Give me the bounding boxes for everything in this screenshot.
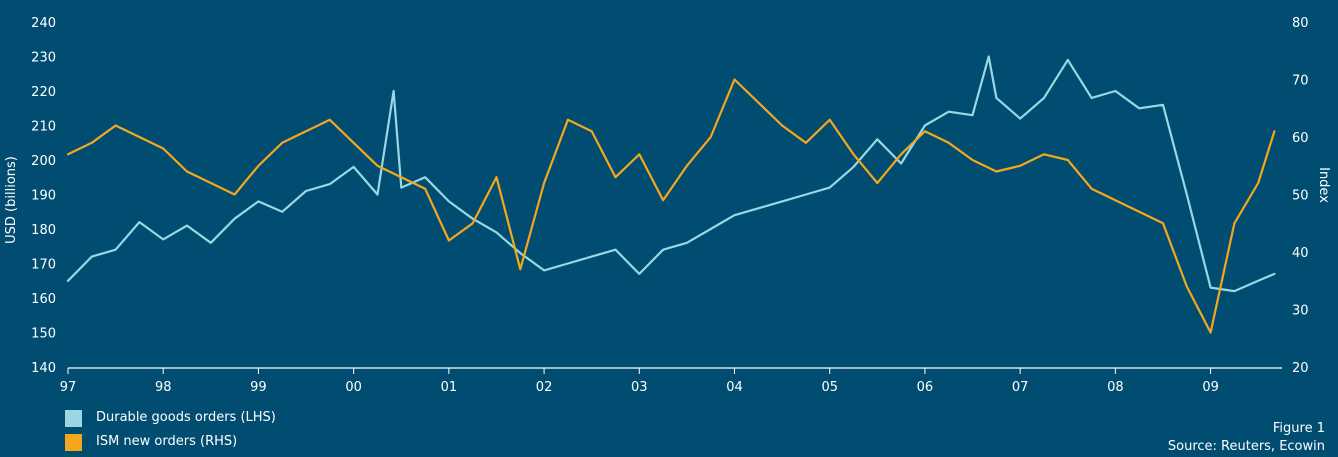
y-left-tick-label: 170 <box>31 258 56 273</box>
x-tick-label: 03 <box>631 380 648 395</box>
y-left-tick-label: 140 <box>31 361 56 376</box>
x-tick-label: 98 <box>155 380 172 395</box>
y-right-tick-label: 40 <box>1292 246 1309 261</box>
legend-item-durable: Durable goods orders (LHS) <box>65 406 276 430</box>
y-left-tick-label: 240 <box>31 16 56 31</box>
y-left-tick-label: 210 <box>31 120 56 135</box>
figure-caption: Figure 1 Source: Reuters, Ecowin <box>1168 420 1325 456</box>
x-tick-label: 01 <box>441 380 458 395</box>
y-right-tick-label: 70 <box>1292 74 1309 89</box>
x-tick-label: 06 <box>917 380 934 395</box>
x-tick-label: 04 <box>726 380 743 395</box>
x-tick-label: 05 <box>821 380 838 395</box>
x-tick-label: 08 <box>1107 380 1124 395</box>
x-tick-label: 99 <box>250 380 267 395</box>
left-axis: 140 150 160 170 180 190 200 210 220 230 240 <box>31 16 56 376</box>
y-left-tick-label: 220 <box>31 85 56 100</box>
y-left-tick-label: 230 <box>31 51 56 66</box>
y-left-tick-label: 200 <box>31 154 56 169</box>
y-left-tick-label: 150 <box>31 327 56 342</box>
y-left-tick-label: 180 <box>31 223 56 238</box>
y-right-tick-label: 50 <box>1292 189 1309 204</box>
legend: Durable goods orders (LHS) ISM new order… <box>65 406 276 454</box>
y-axis-right-label: Index <box>1316 167 1331 203</box>
source-note: Source: Reuters, Ecowin <box>1167 439 1325 454</box>
y-right-tick-label: 60 <box>1292 131 1309 146</box>
legend-swatch-durable <box>65 409 82 427</box>
x-tick-label: 00 <box>345 380 362 395</box>
y-left-tick-label: 190 <box>31 189 56 204</box>
series-line-ism-new-orders <box>66 78 1276 334</box>
legend-swatch-ism <box>65 433 82 451</box>
y-axis-left-label: USD (billions) <box>4 156 19 244</box>
y-right-tick-label: 20 <box>1292 361 1309 376</box>
series-group <box>66 55 1276 334</box>
figure-label: Figure 1 <box>1272 421 1325 436</box>
x-tick-label: 07 <box>1012 380 1029 395</box>
x-axis: 97 98 99 00 01 02 03 04 05 06 07 08 09 <box>60 367 1282 395</box>
y-left-tick-label: 160 <box>31 292 56 307</box>
legend-item-ism: ISM new orders (RHS) <box>65 430 276 454</box>
x-tick-label: 02 <box>536 380 553 395</box>
series-line-durable-goods <box>66 55 1276 293</box>
x-tick-label: 09 <box>1202 380 1219 395</box>
legend-label-durable: Durable goods orders (LHS) <box>96 410 276 425</box>
y-right-tick-label: 30 <box>1292 304 1309 319</box>
x-tick-label: 97 <box>60 380 77 395</box>
right-axis: 20 30 40 50 60 70 80 <box>1292 16 1309 376</box>
legend-label-ism: ISM new orders (RHS) <box>96 434 238 449</box>
y-right-tick-label: 80 <box>1292 16 1309 31</box>
